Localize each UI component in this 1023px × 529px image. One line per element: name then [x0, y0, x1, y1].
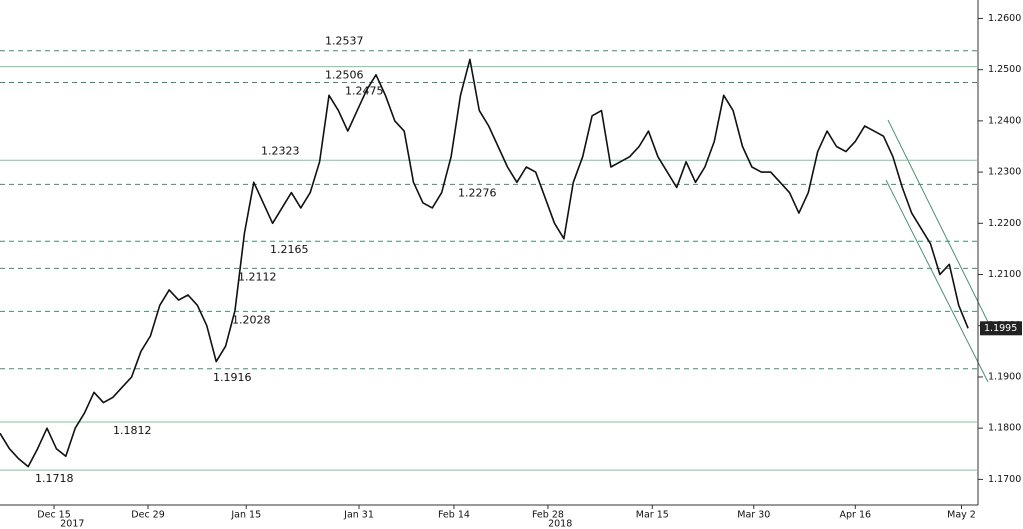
level-label: 1.1812	[113, 424, 152, 437]
y-tick-label: 1.1700	[988, 474, 1021, 485]
x-tick-label: Dec 15	[37, 510, 71, 521]
x-tick-label: Feb 14	[438, 510, 470, 521]
y-tick-label: 1.2500	[988, 64, 1021, 75]
x-tick-label: Dec 29	[131, 510, 165, 521]
y-tick-label: 1.2200	[988, 218, 1021, 229]
x-tick-label: Jan 31	[343, 510, 374, 521]
x-tick-label: Jan 15	[230, 510, 261, 521]
level-label: 1.2165	[270, 243, 309, 256]
price-line	[0, 58, 969, 468]
level-label: 1.2506	[325, 69, 364, 82]
x-tick-label: May 2	[947, 510, 976, 521]
level-label: 1.2537	[325, 35, 364, 48]
y-tick-label: 1.2400	[988, 115, 1021, 126]
level-label: 1.1718	[35, 472, 74, 485]
y-tick-label: 1.2600	[988, 13, 1021, 24]
y-tick-label: 1.1800	[988, 423, 1021, 434]
channel-line	[887, 119, 989, 323]
channel-line	[885, 179, 989, 383]
level-label: 1.2276	[458, 186, 497, 199]
level-label: 1.2028	[232, 313, 271, 326]
year-label: 2018	[548, 519, 572, 529]
year-label: 2017	[60, 519, 84, 529]
x-tick-label: Feb 28	[532, 510, 564, 521]
level-label: 1.2475	[345, 84, 384, 97]
level-label: 1.2323	[261, 144, 300, 157]
y-tick-label: 1.1900	[988, 371, 1021, 382]
x-tick-label: Mar 15	[636, 510, 669, 521]
x-tick-label: Apr 16	[840, 510, 872, 521]
y-tick-label: 1.2100	[988, 269, 1021, 280]
level-label: 1.2112	[238, 270, 277, 283]
last-price-box	[980, 321, 1022, 336]
last-price-label: 1.1995	[984, 323, 1017, 334]
y-tick-label: 1.2300	[988, 167, 1021, 178]
level-label: 1.1916	[213, 371, 252, 384]
x-tick-label: Mar 30	[737, 510, 770, 521]
